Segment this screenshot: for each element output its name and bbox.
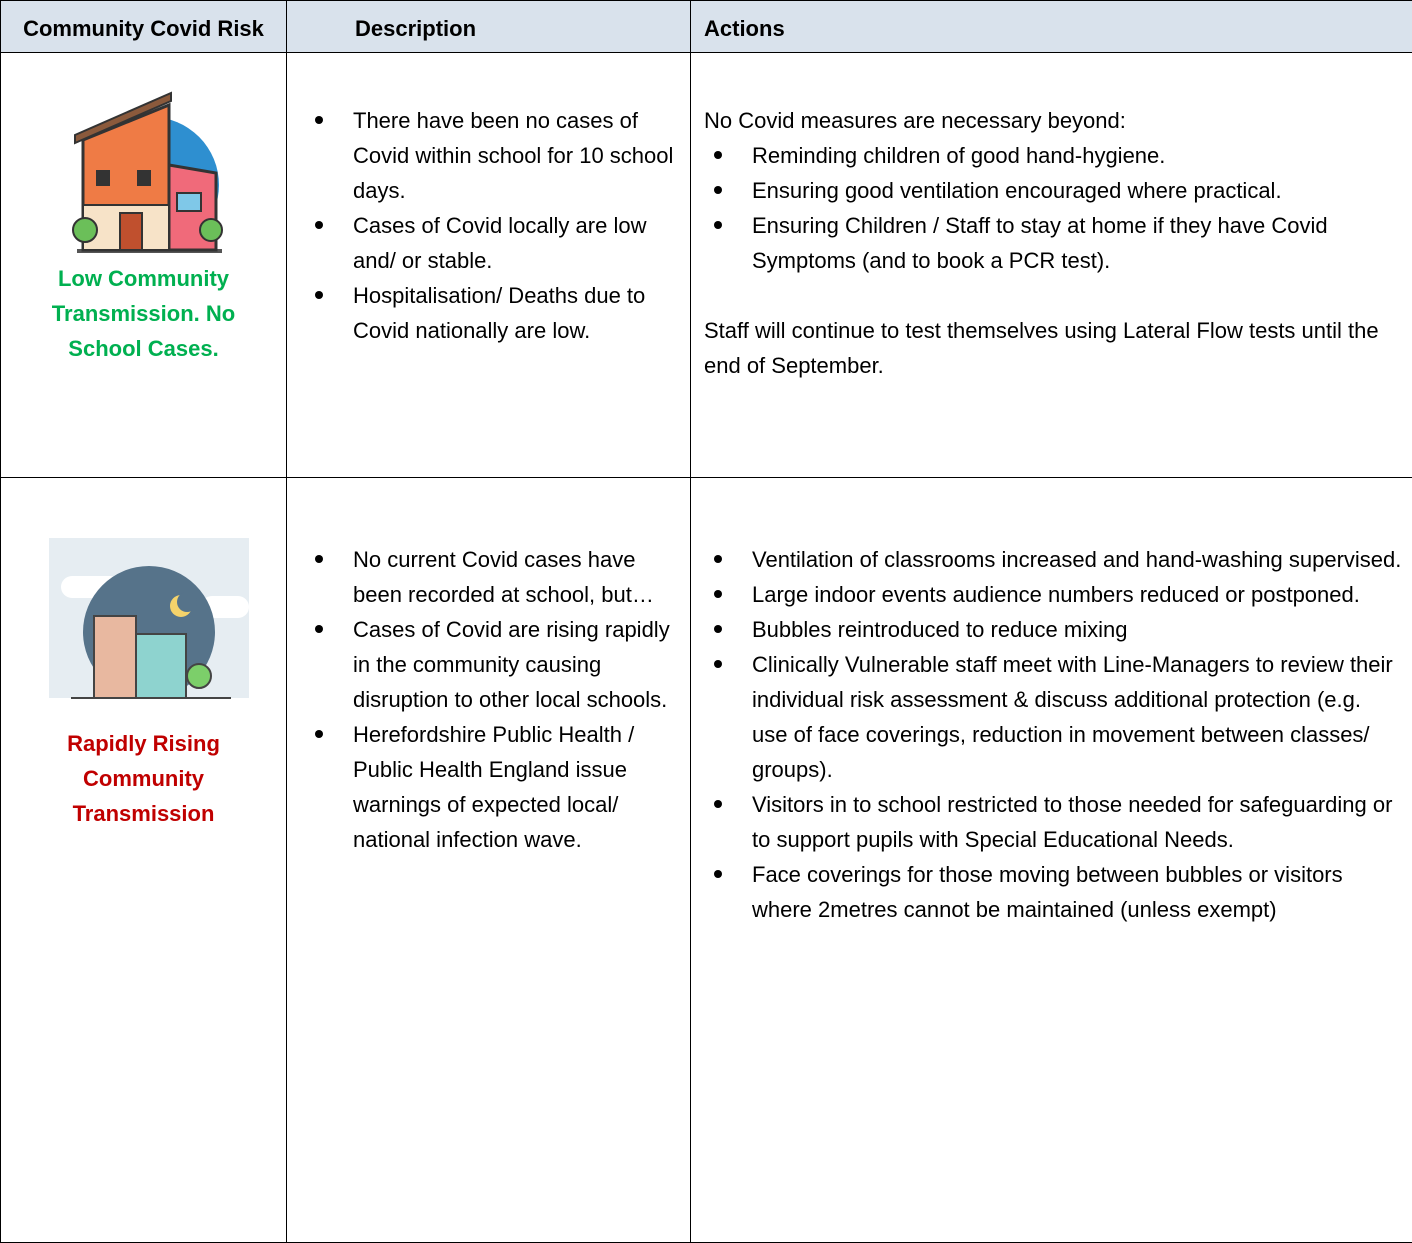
actions-intro: No Covid measures are necessary beyond: <box>704 103 1402 138</box>
description-list: No current Covid cases have been recorde… <box>287 542 680 857</box>
page: Community Covid Risk Description Actions… <box>0 0 1412 1093</box>
actions-list: Ventilation of classrooms increased and … <box>704 542 1402 927</box>
action-item: Bubbles reintroduced to reduce mixing <box>704 612 1402 647</box>
risk-cell: Low Community Transmission. No School Ca… <box>1 53 287 478</box>
description-item: Herefordshire Public Health / Public Hea… <box>305 717 680 857</box>
risk-label: Rapidly Rising Community Transmission <box>1 726 286 831</box>
description-cell: There have been no cases of Covid within… <box>287 53 691 478</box>
header-cell: Description <box>287 1 691 53</box>
header-cell: Actions <box>691 1 1412 53</box>
action-item: Large indoor events audience numbers red… <box>704 577 1402 612</box>
description-item: There have been no cases of Covid within… <box>305 103 680 208</box>
description-item: Cases of Covid are rising rapidly in the… <box>305 612 680 717</box>
risk-label: Low Community Transmission. No School Ca… <box>1 261 286 366</box>
action-item: Face coverings for those moving between … <box>704 857 1402 927</box>
house-icon <box>1 65 287 261</box>
description-item: No current Covid cases have been recorde… <box>305 542 680 612</box>
description-item: Hospitalisation/ Deaths due to Covid nat… <box>305 278 680 348</box>
actions-cell: No Covid measures are necessary beyond: … <box>691 53 1412 478</box>
description-item: Cases of Covid locally are low and/ or s… <box>305 208 680 278</box>
city-icon <box>1 536 287 726</box>
header-cell: Community Covid Risk <box>1 1 287 53</box>
row: Low Community Transmission. No School Ca… <box>1 53 1412 478</box>
description-list: There have been no cases of Covid within… <box>287 103 680 348</box>
action-item: Ventilation of classrooms increased and … <box>704 542 1402 577</box>
action-item: Ensuring Children / Staff to stay at hom… <box>704 208 1402 278</box>
actions-cell: Ventilation of classrooms increased and … <box>691 478 1412 1243</box>
action-item: Ensuring good ventilation encouraged whe… <box>704 173 1402 208</box>
risk-cell: Rapidly Rising Community Transmission <box>1 478 287 1243</box>
action-item: Reminding children of good hand-hygiene. <box>704 138 1402 173</box>
row: Rapidly Rising Community Transmission No… <box>1 478 1412 1243</box>
description-cell: No current Covid cases have been recorde… <box>287 478 691 1243</box>
header-row: Community Covid Risk Description Actions <box>1 1 1412 53</box>
actions-list: Reminding children of good hand-hygiene.… <box>704 138 1402 278</box>
actions-note: Staff will continue to test themselves u… <box>704 313 1402 383</box>
action-item: Clinically Vulnerable staff meet with Li… <box>704 647 1402 787</box>
action-item: Visitors in to school restricted to thos… <box>704 787 1402 857</box>
